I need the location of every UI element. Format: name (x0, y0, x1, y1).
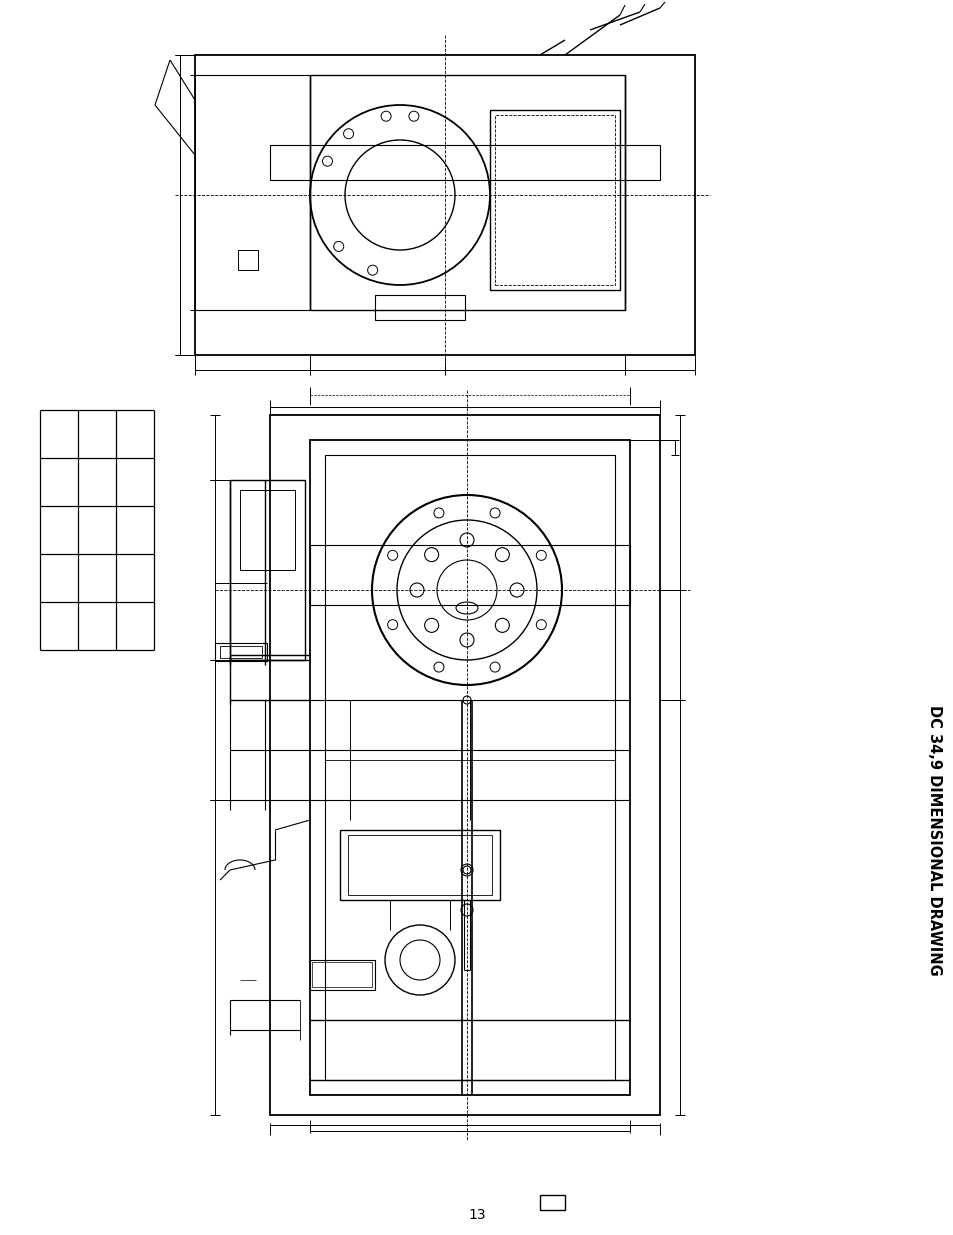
Bar (270, 144, 659, 180)
Bar (310, 960, 375, 990)
Bar (310, 440, 629, 1095)
Bar (230, 480, 305, 659)
Bar (325, 454, 615, 1079)
Bar (240, 490, 294, 571)
Bar (194, 56, 695, 354)
Bar (214, 643, 267, 661)
Bar (310, 545, 629, 605)
Bar (220, 646, 262, 658)
Bar (348, 835, 492, 895)
Bar (539, 1195, 564, 1210)
Bar (310, 75, 624, 310)
Text: 13: 13 (468, 1208, 485, 1221)
Bar (339, 830, 499, 900)
Bar (237, 249, 257, 270)
Bar (270, 415, 659, 1115)
Text: DC 34,9 DIMENSIONAL DRAWING: DC 34,9 DIMENSIONAL DRAWING (926, 705, 942, 976)
Bar (312, 962, 372, 987)
Bar (490, 110, 619, 290)
Bar (375, 295, 464, 320)
Bar (495, 115, 615, 285)
